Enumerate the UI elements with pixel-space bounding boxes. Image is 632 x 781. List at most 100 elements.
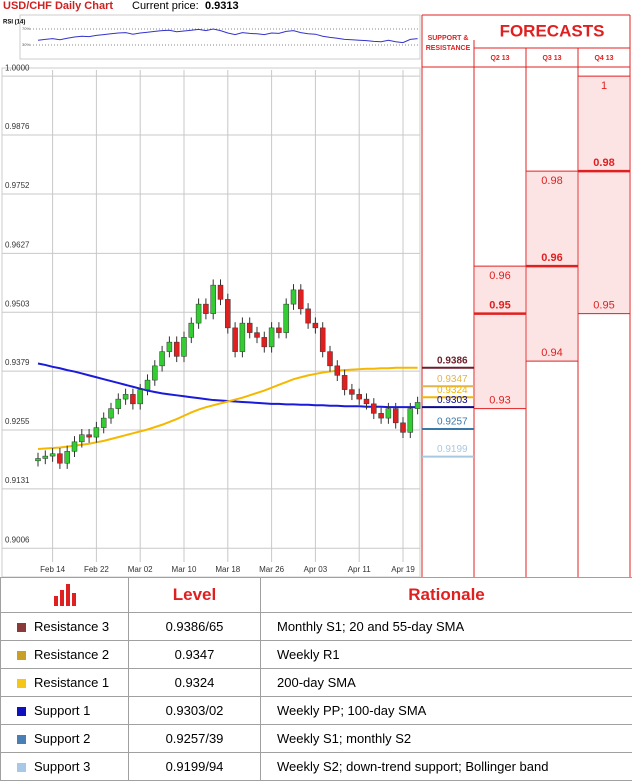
name-cell: Support 2 (1, 725, 129, 753)
forecast-high-label: 0.98 (541, 175, 562, 187)
forecast-low-label: 0.94 (541, 347, 562, 359)
candle-body (94, 428, 99, 437)
rationale-cell: Weekly PP; 100-day SMA (261, 697, 632, 725)
candle-body (130, 394, 135, 403)
x-tick-label: Apr 03 (304, 565, 328, 574)
y-tick-label: 0.9752 (5, 181, 30, 190)
level-cell: 0.9199/94 (129, 753, 261, 781)
level-name: Support 1 (34, 703, 90, 718)
level-cell: 0.9324 (129, 669, 261, 697)
header-cell: Level (129, 578, 261, 613)
rsi-tick-label: 30% (22, 42, 30, 47)
y-tick-label: 0.9876 (5, 122, 30, 131)
rationale-cell: Monthly S1; 20 and 55-day SMA (261, 613, 632, 641)
swatch (17, 623, 26, 632)
rationale-cell: Weekly S2; down-trend support; Bollinger… (261, 753, 632, 781)
candle-body (65, 451, 70, 463)
swatch (17, 679, 26, 688)
candle-body (211, 285, 216, 313)
forecast-low-label: 0.95 (593, 300, 614, 312)
name-cell: Resistance 3 (1, 613, 129, 641)
candle-body (276, 328, 281, 333)
candle-body (50, 454, 55, 456)
candle-body (371, 404, 376, 413)
name-cell: Support 1 (1, 697, 129, 725)
bar-icon (53, 584, 77, 606)
y-tick-label: 0.9503 (5, 299, 30, 308)
rsi-title: RSI (14) (3, 20, 25, 26)
candle-body (116, 399, 121, 408)
table-header: Level Rationale (1, 578, 632, 613)
level-name: Support 2 (34, 731, 90, 746)
candle-body (313, 323, 318, 328)
rsi-frame (20, 15, 420, 59)
candle-body (160, 352, 165, 366)
candle-body (408, 409, 413, 433)
candle-body (320, 328, 325, 352)
forecast-column-label: Q2 13 (490, 55, 509, 62)
y-tick-label: 0.9627 (5, 240, 30, 249)
level-cell: 0.9347 (129, 641, 261, 669)
candle-body (291, 290, 296, 304)
candle-body (109, 409, 114, 418)
candle-body (349, 390, 354, 395)
candle-body (218, 285, 223, 299)
candle-body (145, 380, 150, 389)
swatch (17, 735, 26, 744)
forecast-range (579, 76, 629, 313)
y-tick-label: 0.9379 (5, 358, 30, 367)
forecast-high-label: 1 (601, 80, 607, 92)
forecast-low-label: 0.93 (489, 395, 510, 407)
swatch (17, 763, 26, 772)
candle-body (36, 458, 41, 460)
candle-body (196, 304, 201, 323)
candle-body (72, 442, 77, 451)
candle-body (240, 323, 245, 351)
y-tick-label: 0.9255 (5, 417, 30, 426)
candle-body (57, 454, 62, 463)
candle-body (335, 366, 340, 375)
candle-body (357, 394, 362, 399)
candle-body (101, 418, 106, 427)
forecast-mid-label: 0.98 (593, 157, 614, 169)
x-tick-label: Feb 14 (40, 565, 65, 574)
name-cell: Resistance 1 (1, 669, 129, 697)
level-label: 0.9386 (437, 355, 468, 366)
chart: USD/CHF Daily Chart Current price: 0.931… (0, 0, 632, 577)
forecast-mid-label: 0.96 (541, 252, 562, 264)
candle-body (284, 304, 289, 332)
chart-title: USD/CHF Daily Chart (3, 0, 113, 12)
level-label: 0.9303 (437, 395, 468, 406)
candle-body (298, 290, 303, 309)
rsi-tick-label: 70% (22, 26, 30, 31)
level-cell: 0.9303/02 (129, 697, 261, 725)
x-tick-label: Mar 18 (215, 565, 240, 574)
candle-body (43, 456, 48, 458)
candle-body (342, 375, 347, 389)
forecasts-title: FORECASTS (500, 21, 605, 40)
candle-body (393, 409, 398, 423)
levels-title: SUPPORT & (428, 35, 469, 42)
level-name: Support 3 (34, 759, 90, 774)
x-tick-label: Apr 19 (391, 565, 415, 574)
candle-body (138, 390, 143, 404)
candle-body (79, 435, 84, 442)
level-name: Resistance 3 (34, 619, 109, 634)
x-tick-label: Mar 02 (128, 565, 153, 574)
candle-body (386, 409, 391, 418)
forecast-column-label: Q3 13 (542, 55, 561, 62)
forecast-column-label: Q4 13 (594, 55, 613, 62)
level-name: Resistance 2 (34, 647, 109, 662)
candle-body (87, 435, 92, 437)
price-value: 0.9313 (205, 0, 239, 12)
level-cell: 0.9386/65 (129, 613, 261, 641)
rationale-cell: 200-day SMA (261, 669, 632, 697)
candle-body (152, 366, 157, 380)
candle-body (269, 328, 274, 347)
name-cell: Support 3 (1, 753, 129, 781)
